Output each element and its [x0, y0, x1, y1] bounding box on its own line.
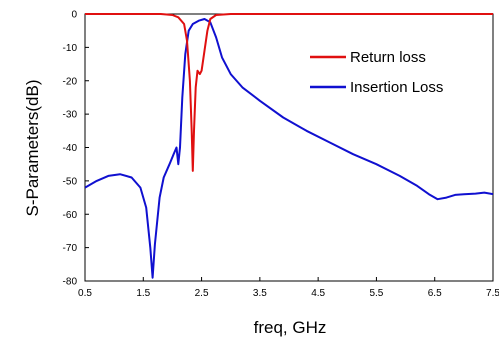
x-tick-label: 7.5	[486, 288, 499, 299]
x-tick-label: 6.5	[428, 288, 442, 299]
x-tick-label: 3.5	[253, 288, 267, 299]
legend-label-insertion-loss: Insertion Loss	[350, 79, 443, 96]
y-tick-label: -10	[63, 43, 78, 54]
y-tick-label: -40	[63, 143, 78, 154]
insertion-loss-line	[85, 18, 493, 279]
y-tick-label: -50	[63, 176, 78, 187]
legend-label-return-loss: Return loss	[350, 49, 426, 66]
y-tick-label: 0	[71, 10, 77, 21]
y-tick-label: -30	[63, 110, 78, 121]
tick-labels: 0.5 1.5 2.5 3.5 4.5 5.5 6.5 7.5 0 -10 -20 -30 -40 -50…	[63, 10, 499, 300]
y-tick-label: -70	[63, 243, 78, 254]
return-loss-line	[85, 13, 493, 172]
y-tick-label: -20	[63, 76, 78, 87]
x-tick-label: 1.5	[136, 288, 150, 299]
y-axis-title: S-Parameters(dB)	[23, 80, 42, 217]
plot-area	[84, 13, 494, 282]
x-tick-label: 0.5	[78, 288, 92, 299]
y-tick-label: -80	[63, 277, 78, 288]
axis-title-group: freq, GHz S-Parameters(dB)	[23, 80, 326, 337]
plot-frame	[84, 13, 494, 282]
x-tick-label: 5.5	[369, 288, 383, 299]
x-tick-label: 4.5	[311, 288, 325, 299]
legend: Return loss Insertion Loss	[310, 49, 443, 96]
x-tick-label: 2.5	[195, 288, 209, 299]
x-axis-title: freq, GHz	[254, 318, 327, 337]
y-tick-label: -60	[63, 210, 78, 221]
